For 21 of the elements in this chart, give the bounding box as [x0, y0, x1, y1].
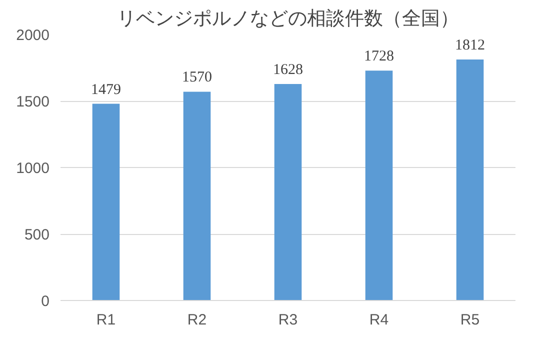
- bar: [365, 70, 393, 300]
- x-tick-label: R3: [278, 312, 298, 328]
- data-label: 1479: [91, 82, 121, 98]
- y-tick-label: 1000: [16, 160, 50, 177]
- y-tick-label: 1500: [16, 94, 50, 110]
- bar: [274, 84, 302, 300]
- data-label: 1812: [455, 38, 485, 54]
- x-tick-label: R5: [460, 312, 480, 328]
- data-label: 1628: [273, 62, 303, 78]
- x-tick-label: R4: [369, 312, 389, 328]
- bar: [456, 60, 484, 300]
- y-tick-label: 0: [41, 293, 50, 310]
- y-tick-label: 500: [24, 226, 50, 244]
- bar: [92, 104, 120, 300]
- y-tick-label: 2000: [16, 27, 50, 44]
- x-tick-label: R2: [187, 312, 207, 328]
- x-tick-label: R1: [96, 312, 116, 328]
- bar: [183, 92, 211, 300]
- data-label: 1570: [182, 70, 212, 86]
- chart-title: リベンジポルノなどの相談件数（全国）: [117, 8, 459, 30]
- data-label: 1728: [364, 48, 394, 65]
